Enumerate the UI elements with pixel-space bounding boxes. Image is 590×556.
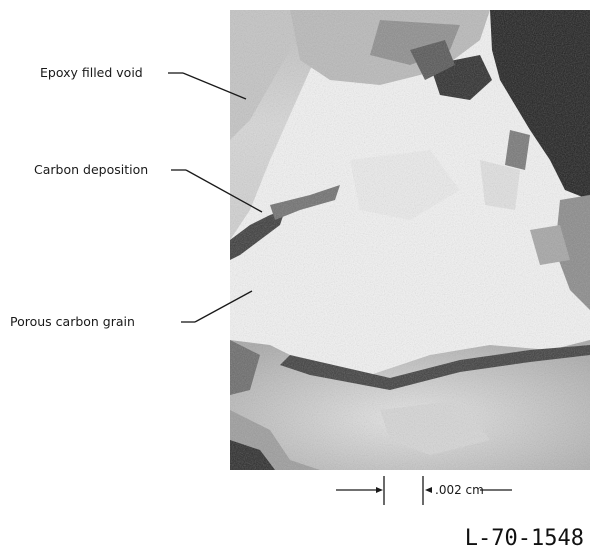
epoxy-filled-void-label: Epoxy filled void [40, 65, 143, 80]
porous-carbon-grain-label: Porous carbon grain [10, 314, 135, 329]
scale-bar-right-arrowhead [425, 487, 432, 493]
scale-bar-left-arrowhead [376, 487, 383, 493]
carbon-deposition-label: Carbon deposition [34, 162, 149, 177]
micrograph-photo [230, 10, 590, 470]
figure-id: L-70-1548 [464, 526, 584, 551]
scale-bar-label: .002 cm [435, 483, 484, 497]
